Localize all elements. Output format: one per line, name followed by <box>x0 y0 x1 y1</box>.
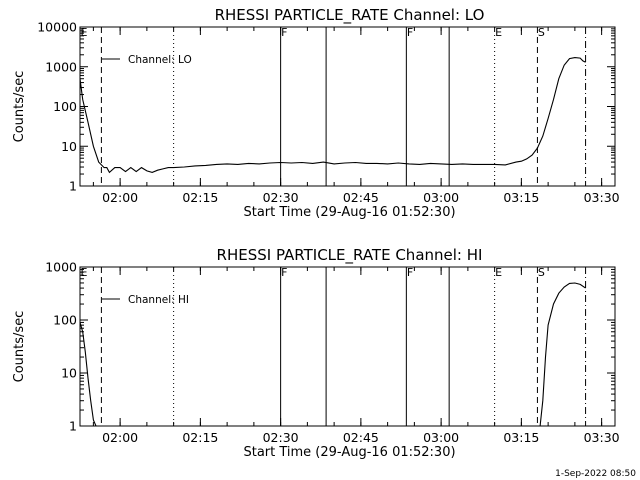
y-tick-label: 1000 <box>45 59 77 74</box>
y-tick-label: 1 <box>69 419 77 434</box>
legend-label: Channel: HI <box>128 294 189 306</box>
y-axis-label: Counts/sec <box>12 311 27 383</box>
event-marker-label: E <box>495 26 502 39</box>
y-tick-label: 10 <box>61 139 77 154</box>
footer-timestamp: 1-Sep-2022 08:50 <box>555 469 636 479</box>
series-line-0 <box>80 57 586 174</box>
event-marker-label: F <box>407 26 413 39</box>
y-tick-label: 1 <box>69 179 77 194</box>
event-marker-label: E <box>495 266 502 279</box>
event-marker-label: S <box>538 266 545 279</box>
y-tick-label: 100 <box>53 313 77 328</box>
x-tick-label: 02:15 <box>182 190 218 205</box>
y-tick-label: 10 <box>61 366 77 381</box>
x-tick-label: 03:15 <box>503 190 539 205</box>
series-line-0 <box>80 282 586 426</box>
x-tick-label: 02:45 <box>343 430 379 445</box>
y-axis-label: Counts/sec <box>12 71 27 143</box>
event-marker-label: S <box>538 26 545 39</box>
x-tick-label: 02:30 <box>263 430 299 445</box>
chart-title: RHESSI PARTICLE_RATE Channel: LO <box>215 6 485 25</box>
x-tick-label: 03:15 <box>503 430 539 445</box>
y-tick-label: 100 <box>53 99 77 114</box>
y-tick-label: 10000 <box>37 20 77 35</box>
chart-panel-0: RHESSI PARTICLE_RATE Channel: LO 1 10 100 10… <box>12 6 620 220</box>
event-marker-label: E <box>81 266 88 279</box>
x-tick-label: 02:45 <box>343 190 379 205</box>
x-tick-label: 03:30 <box>584 190 620 205</box>
x-tick-label: 02:15 <box>182 430 218 445</box>
y-tick-label: 1000 <box>45 260 77 275</box>
event-marker-label: E <box>81 26 88 39</box>
x-tick-label: 02:00 <box>102 430 138 445</box>
x-tick-label: 03:30 <box>584 430 620 445</box>
plot-frame <box>79 26 616 187</box>
x-tick-label: 03:00 <box>423 190 459 205</box>
chart-title: RHESSI PARTICLE_RATE Channel: HI <box>217 246 483 265</box>
x-axis-label: Start Time (29-Aug-16 01:52:30) <box>243 445 455 460</box>
event-marker-label: F <box>407 266 413 279</box>
x-tick-label: 02:30 <box>263 190 299 205</box>
legend-label: Channel: LO <box>128 54 192 66</box>
x-axis-label: Start Time (29-Aug-16 01:52:30) <box>243 205 455 220</box>
event-marker-label: F <box>281 266 287 279</box>
x-tick-label: 03:00 <box>423 430 459 445</box>
chart-panel-1: RHESSI PARTICLE_RATE Channel: HI 1 10 100 10… <box>12 246 620 460</box>
x-tick-label: 02:00 <box>102 190 138 205</box>
event-marker-label: F <box>281 26 287 39</box>
plot-frame <box>79 266 616 427</box>
